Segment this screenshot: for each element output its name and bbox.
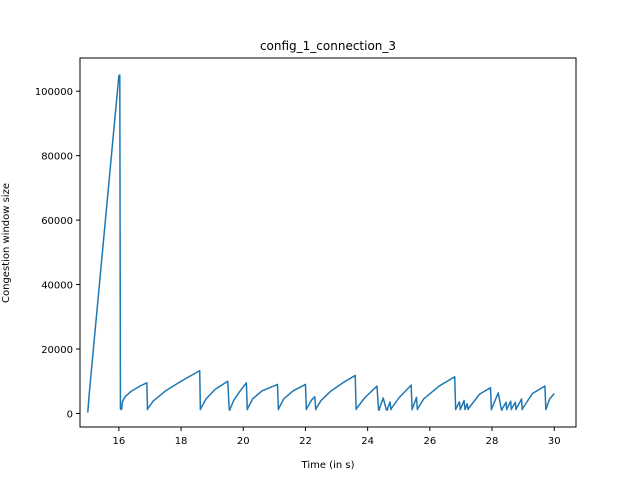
x-tick-label: 28 <box>486 436 499 447</box>
chart-title: config_1_connection_3 <box>260 39 396 53</box>
x-tick-label: 16 <box>113 436 126 447</box>
x-tick-label: 20 <box>237 436 250 447</box>
y-tick-label: 0 <box>67 409 73 420</box>
y-tick-label: 40000 <box>41 281 73 292</box>
x-tick-label: 18 <box>175 436 188 447</box>
x-tick-label: 22 <box>299 436 312 447</box>
y-tick-label: 100000 <box>35 87 73 98</box>
series-line-0 <box>87 74 555 413</box>
x-tick-label: 30 <box>548 436 561 447</box>
x-tick-label: 26 <box>423 436 436 447</box>
y-tick-label: 20000 <box>41 345 73 356</box>
plot-layer <box>87 74 555 413</box>
x-axis-label: Time (in s) <box>301 460 355 471</box>
y-tick-label: 60000 <box>41 216 73 227</box>
x-axis-ticks: 16 18 20 22 24 26 28 30 <box>113 427 561 447</box>
x-tick-label: 24 <box>361 436 374 447</box>
y-axis-ticks: 0 20000 40000 60000 80000 100000 <box>35 87 80 420</box>
y-axis-label: Congestion window size <box>1 183 12 303</box>
axes-frame <box>79 57 577 428</box>
y-tick-label: 80000 <box>41 152 73 163</box>
